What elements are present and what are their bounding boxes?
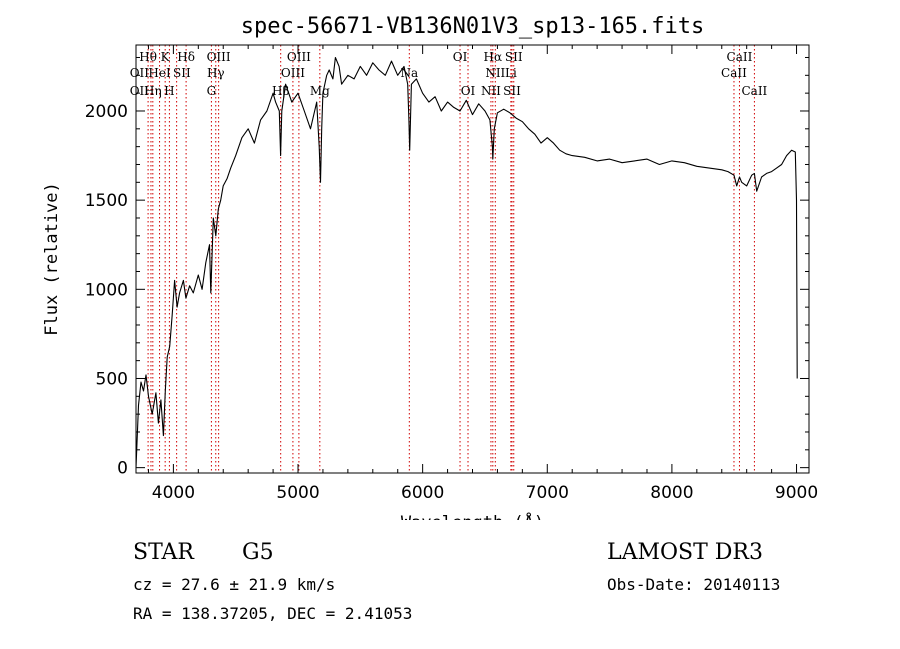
line-label: Hγ [207, 66, 225, 80]
sky-coordinates: RA = 138.37205, DEC = 2.41053 [133, 604, 413, 623]
line-label: SII [505, 50, 523, 64]
spectrum-line [135, 56, 798, 468]
line-label: OII [130, 84, 150, 98]
survey-release: LAMOST DR3 [607, 540, 763, 565]
line-label: Mg [310, 84, 330, 98]
line-label: Hα [484, 50, 503, 64]
y-tick-label: 1000 [85, 280, 128, 300]
line-label: Hδ [177, 50, 195, 64]
observation-date: Obs-Date: 20140113 [607, 575, 781, 594]
line-label: K [161, 50, 171, 64]
x-tick-label: 7000 [526, 483, 569, 503]
line-label: CaII [741, 84, 767, 98]
y-axis-ticks: 0 500 1000 1500 2000 [85, 56, 809, 479]
spectral-subclass: G5 [242, 540, 274, 565]
object-class: STAR [133, 540, 194, 565]
line-label: NII [485, 66, 505, 80]
x-tick-label: 8000 [650, 483, 693, 503]
line-label: OIII [207, 50, 231, 64]
line-label: Hη [144, 84, 162, 98]
plot-frame [135, 44, 810, 474]
x-tick-label: 4000 [152, 483, 195, 503]
line-label: CaII [727, 50, 753, 64]
line-label: SII [173, 66, 191, 80]
line-label: OIII [281, 66, 305, 80]
y-axis-label: Flux (relative) [42, 182, 62, 336]
y-tick-label: 500 [96, 369, 128, 389]
x-tick-label: 6000 [401, 483, 444, 503]
line-label: OI [453, 50, 468, 64]
line-markers [147, 45, 755, 473]
x-tick-label: 5000 [276, 483, 319, 503]
line-label: CaII [721, 66, 747, 80]
line-label: OI [461, 84, 476, 98]
spectrum-chart: spec-56671-VB136N01V3_sp13-165.fits Hθ K Hδ… [42, 14, 818, 520]
line-label: OIII [287, 50, 311, 64]
chart-title: spec-56671-VB136N01V3_sp13-165.fits [241, 14, 705, 39]
y-tick-label: 1500 [85, 191, 128, 211]
line-label: OII [130, 66, 150, 80]
y-tick-label: 0 [117, 459, 128, 479]
line-label: Li [505, 66, 517, 80]
redshift-velocity: cz = 27.6 ± 21.9 km/s [133, 575, 336, 594]
x-axis-label: Wavelength (Å) [401, 511, 544, 520]
x-axis-ticks: 4000 5000 6000 7000 8000 9000 [147, 45, 818, 503]
line-label: SII [503, 84, 521, 98]
line-label: G [207, 84, 217, 98]
line-label: H [164, 84, 174, 98]
line-label: Hθ [139, 50, 157, 64]
line-label: NII [481, 84, 501, 98]
y-tick-label: 2000 [85, 102, 128, 122]
line-label: HeI [148, 66, 171, 80]
x-tick-label: 9000 [775, 483, 818, 503]
